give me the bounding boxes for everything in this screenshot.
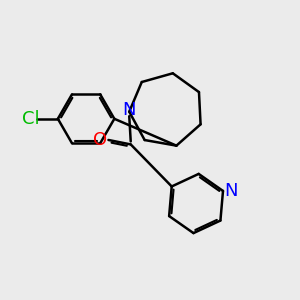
Text: N: N	[122, 101, 136, 119]
Text: N: N	[225, 182, 238, 200]
Text: O: O	[93, 131, 107, 149]
Text: Cl: Cl	[22, 110, 39, 128]
